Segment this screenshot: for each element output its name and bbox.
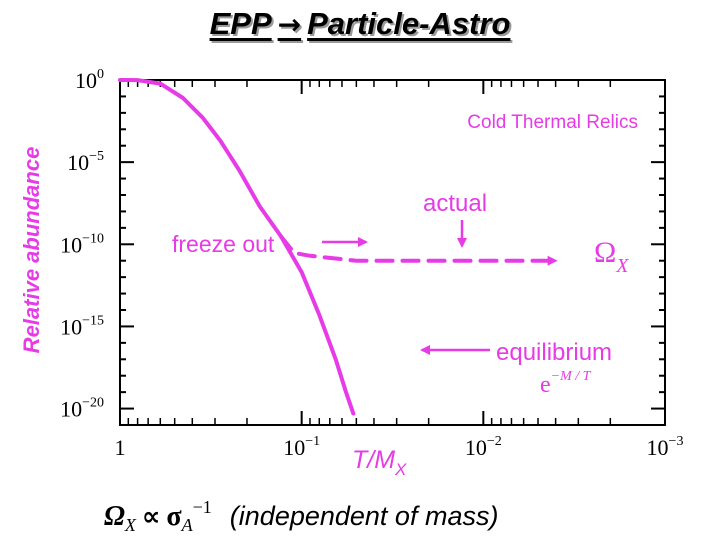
- axis-ticks: [119, 79, 666, 426]
- sigma-symbol: σ: [166, 501, 182, 532]
- equilibrium-curve: [118, 78, 356, 416]
- y-tick-label: 10−20: [60, 396, 104, 422]
- slide-title: EPP → Particle-Astro: [0, 6, 720, 42]
- scaling-relation: ΩX ∝ σA−1 (independent of mass): [104, 497, 499, 535]
- actual-curve: [279, 234, 558, 266]
- x-axis-label-main: T/M: [352, 446, 396, 474]
- x-tick-label: 10−1: [283, 434, 320, 460]
- title-left: EPP: [209, 6, 272, 41]
- freeze-out-label: freeze out: [172, 231, 275, 257]
- omega-subscript: X: [124, 515, 136, 535]
- x-tick-label: 10−2: [465, 434, 502, 460]
- right-arrow-icon: →: [277, 8, 302, 41]
- plot-frame: [119, 79, 666, 426]
- curves: [118, 78, 558, 416]
- annotations: Cold Thermal Relics freeze out actual equil…: [172, 112, 638, 398]
- mass-independence-note: (independent of mass): [229, 501, 499, 531]
- equilibrium-label: equilibrium: [496, 339, 612, 366]
- boltzmann-factor: e−M / T: [540, 369, 592, 398]
- sigma-subscript: A: [181, 515, 193, 535]
- actual-label: actual: [423, 190, 487, 217]
- y-tick-label: 10−15: [60, 313, 104, 339]
- axis-tick-labels: 100 10−5 10−10 10−15 10−20 1 10−1 10−2 10−3: [60, 67, 683, 460]
- x-tick-label: 1: [115, 435, 126, 460]
- sigma-superscript: −1: [192, 497, 212, 517]
- x-tick-label: 10−3: [647, 434, 684, 460]
- title-right: Particle-Astro: [307, 6, 511, 41]
- omega-x-label: ΩX: [594, 236, 629, 277]
- omega-symbol: Ω: [104, 501, 125, 532]
- y-tick-label: 10−10: [60, 231, 104, 257]
- chart-title: Cold Thermal Relics: [467, 112, 638, 133]
- x-axis-label: T/MX: [352, 446, 406, 479]
- proportional-icon: ∝: [141, 502, 161, 532]
- x-axis-label-sub: X: [395, 460, 407, 479]
- y-tick-label: 10−5: [67, 149, 104, 175]
- y-tick-label: 100: [75, 67, 104, 93]
